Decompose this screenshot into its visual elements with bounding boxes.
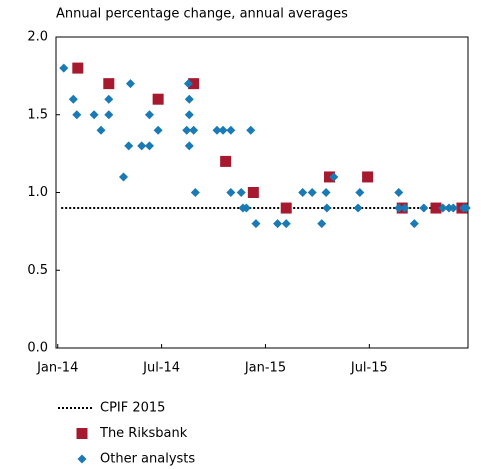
x-tick-label: Jan-15 — [244, 361, 286, 376]
x-tick-label: Jul-14 — [142, 361, 180, 376]
diamond-marker — [190, 188, 200, 197]
y-tick-label: 0.5 — [27, 263, 48, 278]
square-marker — [188, 78, 200, 90]
diamond-marker — [448, 203, 458, 213]
diamond-marker — [251, 219, 261, 229]
diamond-marker — [226, 188, 236, 197]
y-tick-label: 1.5 — [27, 107, 48, 122]
diamond-marker — [321, 188, 331, 197]
square-marker — [430, 202, 442, 214]
diamond-marker — [89, 110, 99, 120]
diamond-marker — [137, 141, 147, 151]
diamond-marker — [322, 203, 332, 213]
diamond-marker — [182, 125, 192, 135]
diamond-marker — [184, 141, 194, 151]
diamond-marker — [218, 125, 228, 135]
square-marker — [247, 187, 259, 198]
chart-subtitle: Annual percentage change, annual average… — [56, 7, 348, 22]
diamond-marker — [125, 79, 135, 89]
plot-frame — [55, 36, 469, 349]
diamond-marker — [394, 188, 404, 197]
y-tick-label: 2.0 — [27, 30, 48, 45]
diamond-marker — [317, 219, 327, 229]
diamond-marker — [246, 125, 256, 135]
diamond-marker — [124, 141, 134, 151]
legend-label: CPIF 2015 — [100, 401, 165, 416]
diamond-marker — [226, 125, 236, 135]
y-tick-label: 0.0 — [27, 341, 48, 356]
square-marker — [72, 62, 84, 74]
diamond-marker — [104, 110, 114, 120]
diamond-marker — [353, 203, 363, 213]
diamond-marker — [68, 94, 78, 104]
diamond-marker — [355, 188, 365, 197]
square-marker — [103, 78, 115, 90]
legend-symbol — [76, 428, 88, 439]
square-marker — [220, 155, 232, 167]
diamond-marker — [273, 219, 283, 229]
diamond-marker — [298, 188, 308, 197]
diamond-marker — [307, 188, 317, 197]
legend-label: Other analysts — [100, 452, 195, 467]
diamond-marker — [119, 172, 129, 182]
diamond-marker — [183, 79, 193, 89]
diamond-marker — [96, 125, 106, 135]
diamond-marker — [236, 188, 246, 197]
square-marker — [280, 202, 292, 214]
diamond-marker — [144, 110, 154, 120]
diamond-marker — [153, 125, 163, 135]
diamond-marker — [184, 110, 194, 120]
diamond-marker — [438, 203, 448, 213]
diamond-marker — [184, 94, 194, 104]
diamond-marker — [409, 219, 419, 229]
diamond-marker — [281, 219, 291, 229]
y-tick-label: 1.0 — [27, 185, 48, 200]
legend-symbol — [77, 454, 87, 464]
legend-label: The Riksbank — [99, 426, 188, 441]
diamond-marker — [394, 203, 404, 213]
diamond-marker — [461, 203, 471, 213]
diamond-marker — [72, 110, 82, 120]
diamond-marker — [59, 63, 69, 73]
square-marker — [362, 171, 374, 183]
diamond-marker — [104, 94, 114, 104]
diamond-marker — [400, 203, 410, 213]
diamond-marker — [144, 141, 154, 151]
diamond-marker — [241, 203, 251, 213]
diamond-marker — [329, 172, 339, 182]
square-marker — [152, 93, 164, 105]
diamond-marker — [419, 203, 429, 213]
diamond-marker — [212, 125, 222, 135]
diamond-marker — [189, 125, 199, 135]
x-tick-label: Jul-15 — [350, 361, 388, 376]
x-tick-label: Jan-14 — [36, 361, 78, 376]
